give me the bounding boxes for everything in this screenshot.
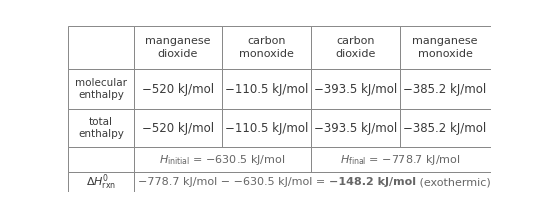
- Bar: [68, 109, 134, 147]
- Text: −520 kJ/mol: −520 kJ/mol: [142, 83, 214, 96]
- Text: −393.5 kJ/mol: −393.5 kJ/mol: [314, 122, 397, 135]
- Bar: [399, 26, 490, 69]
- Text: molecular
enthalpy: molecular enthalpy: [75, 78, 127, 100]
- Bar: [134, 109, 222, 147]
- Bar: [134, 26, 222, 69]
- Text: −110.5 kJ/mol: −110.5 kJ/mol: [225, 122, 308, 135]
- Text: total
enthalpy: total enthalpy: [78, 117, 124, 139]
- Text: −385.2 kJ/mol: −385.2 kJ/mol: [403, 122, 487, 135]
- Text: manganese
dioxide: manganese dioxide: [145, 36, 211, 59]
- Bar: [222, 69, 311, 109]
- Bar: [134, 147, 311, 172]
- Bar: [311, 147, 490, 172]
- Text: $\it{H}_\mathregular{initial}$ = −630.5 kJ/mol: $\it{H}_\mathregular{initial}$ = −630.5 …: [159, 153, 286, 167]
- Text: −385.2 kJ/mol: −385.2 kJ/mol: [403, 83, 487, 96]
- Bar: [222, 26, 311, 69]
- Bar: [311, 26, 399, 69]
- Text: $\Delta H^0_\mathregular{rxn}$: $\Delta H^0_\mathregular{rxn}$: [86, 172, 116, 192]
- Bar: [311, 69, 399, 109]
- Bar: [68, 172, 134, 192]
- Text: −778.7 kJ/mol − −630.5 kJ/mol =: −778.7 kJ/mol − −630.5 kJ/mol =: [138, 177, 329, 187]
- Text: (exothermic): (exothermic): [416, 177, 490, 187]
- Bar: [222, 109, 311, 147]
- Bar: [134, 172, 490, 192]
- Text: −520 kJ/mol: −520 kJ/mol: [142, 122, 214, 135]
- Bar: [68, 147, 134, 172]
- Bar: [134, 69, 222, 109]
- Text: −393.5 kJ/mol: −393.5 kJ/mol: [314, 83, 397, 96]
- Text: manganese
monoxide: manganese monoxide: [413, 36, 478, 59]
- Text: −148.2 kJ/mol: −148.2 kJ/mol: [329, 177, 416, 187]
- Bar: [399, 69, 490, 109]
- Text: −110.5 kJ/mol: −110.5 kJ/mol: [225, 83, 308, 96]
- Bar: [399, 109, 490, 147]
- Text: carbon
monoxide: carbon monoxide: [239, 36, 294, 59]
- Bar: [68, 26, 134, 69]
- Bar: [68, 69, 134, 109]
- Text: $\it{H}_\mathregular{final}$ = −778.7 kJ/mol: $\it{H}_\mathregular{final}$ = −778.7 kJ…: [341, 153, 461, 167]
- Bar: [311, 109, 399, 147]
- Text: carbon
dioxide: carbon dioxide: [335, 36, 376, 59]
